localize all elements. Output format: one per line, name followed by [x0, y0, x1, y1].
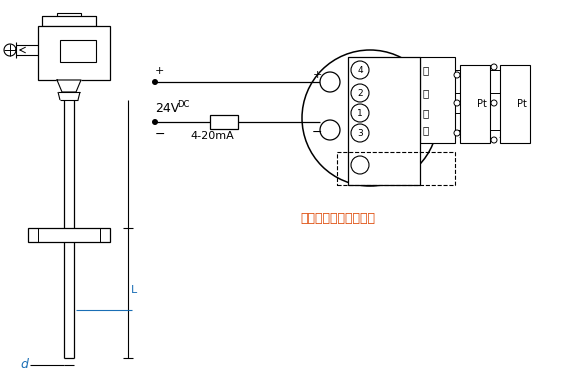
Text: 热电阵：三线或四线制: 热电阵：三线或四线制 [300, 212, 375, 225]
Text: 3: 3 [357, 128, 363, 138]
Circle shape [320, 120, 340, 140]
Circle shape [351, 156, 369, 174]
Text: 白: 白 [423, 88, 429, 98]
Bar [60, 40, 96, 62]
Polygon shape [57, 80, 81, 92]
Circle shape [454, 72, 460, 78]
Text: d: d [20, 358, 28, 372]
Text: 1: 1 [357, 108, 363, 118]
Text: +: + [312, 70, 321, 80]
Circle shape [320, 72, 340, 92]
Circle shape [351, 104, 369, 122]
Circle shape [351, 124, 369, 142]
Text: −: − [155, 128, 166, 141]
Text: 2: 2 [357, 89, 363, 97]
Bar [210, 115, 238, 129]
Text: DC: DC [177, 99, 189, 108]
Bar [348, 57, 420, 185]
Text: Pt: Pt [477, 99, 487, 109]
Bar [42, 16, 96, 26]
Circle shape [351, 61, 369, 79]
Text: 红: 红 [423, 108, 429, 118]
Circle shape [152, 79, 158, 85]
Circle shape [454, 130, 460, 136]
Bar [500, 65, 530, 143]
Text: 4: 4 [357, 65, 363, 74]
Text: 白: 白 [423, 65, 429, 75]
Text: 24V: 24V [155, 102, 179, 115]
Text: L: L [131, 285, 138, 295]
Circle shape [491, 64, 497, 70]
Circle shape [491, 100, 497, 106]
Text: −: − [312, 126, 322, 139]
Bar [420, 57, 455, 143]
Circle shape [152, 119, 158, 125]
Bar [460, 65, 490, 143]
Circle shape [491, 137, 497, 143]
Bar [28, 228, 110, 242]
Circle shape [302, 50, 438, 186]
Text: Pt: Pt [517, 99, 527, 109]
Text: +: + [155, 66, 164, 76]
Bar [57, 13, 81, 18]
Circle shape [351, 84, 369, 102]
Text: 4-20mA: 4-20mA [190, 131, 234, 141]
Text: 红: 红 [423, 125, 429, 135]
Bar [38, 26, 110, 80]
Bar [337, 152, 455, 185]
Circle shape [454, 100, 460, 106]
